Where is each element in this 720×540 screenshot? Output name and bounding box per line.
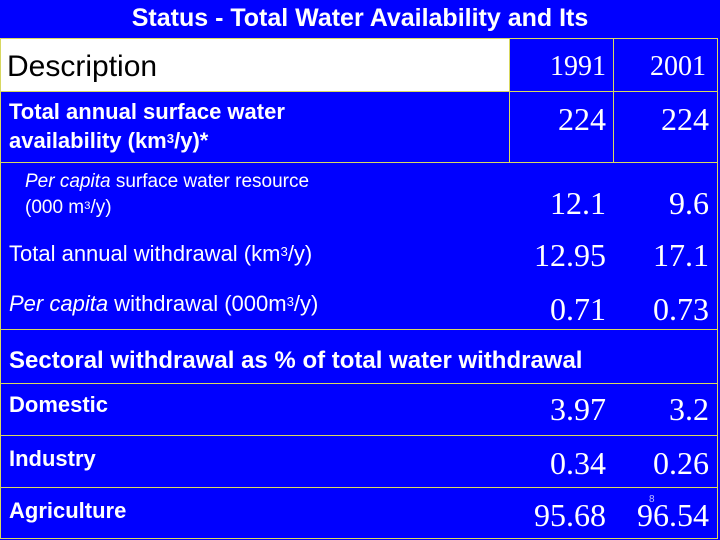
row-label-total-withdrawal: Total annual withdrawal (km3/y)	[9, 241, 313, 266]
column-divider	[613, 39, 614, 162]
year-header-1991: 1991	[550, 51, 606, 82]
row-label-per-capita-resource: Per capita surface water resource (000 m…	[25, 171, 310, 218]
row-label-domestic: Domestic	[9, 392, 109, 417]
slide-number: 8	[649, 494, 655, 505]
description-header: Description	[1, 39, 509, 91]
value-industry-1991: 0.34	[550, 445, 606, 481]
water-status-table: Description 1991 2001 Total annual surfa…	[0, 38, 718, 539]
value-total-withdrawal-2001: 17.1	[653, 237, 709, 273]
row-divider	[1, 162, 717, 163]
value-industry-2001: 0.26	[653, 445, 709, 481]
row-divider	[1, 435, 717, 436]
value-per-capita-resource-1991: 12.1	[550, 185, 606, 221]
row-label-industry: Industry	[9, 446, 96, 471]
value-per-capita-resource-2001: 9.6	[669, 185, 709, 221]
column-divider	[509, 39, 510, 162]
value-surface-water-2001: 224	[661, 101, 709, 137]
value-agriculture-2001: 96.54	[637, 497, 709, 533]
row-label-surface-water: Total annual surface water availability …	[9, 99, 285, 153]
row-label-agriculture: Agriculture	[9, 498, 127, 523]
row-divider	[1, 487, 717, 488]
value-domestic-2001: 3.2	[669, 391, 709, 427]
slide-title: Status - Total Water Availability and It…	[131, 4, 589, 32]
row-divider	[1, 329, 717, 330]
year-header-2001: 2001	[650, 51, 706, 82]
row-label-per-capita-withdrawal: Per capita withdrawal (000m3/y)	[9, 291, 319, 316]
row-divider	[1, 91, 717, 92]
value-total-withdrawal-1991: 12.95	[534, 237, 606, 273]
value-per-capita-withdrawal-2001: 0.73	[653, 291, 709, 327]
value-domestic-1991: 3.97	[550, 391, 606, 427]
row-divider	[1, 383, 717, 384]
value-surface-water-1991: 224	[558, 101, 606, 137]
sectoral-withdrawal-header: Sectoral withdrawal as % of total water …	[9, 347, 583, 374]
value-per-capita-withdrawal-1991: 0.71	[550, 291, 606, 327]
value-agriculture-1991: 95.68	[534, 497, 606, 533]
